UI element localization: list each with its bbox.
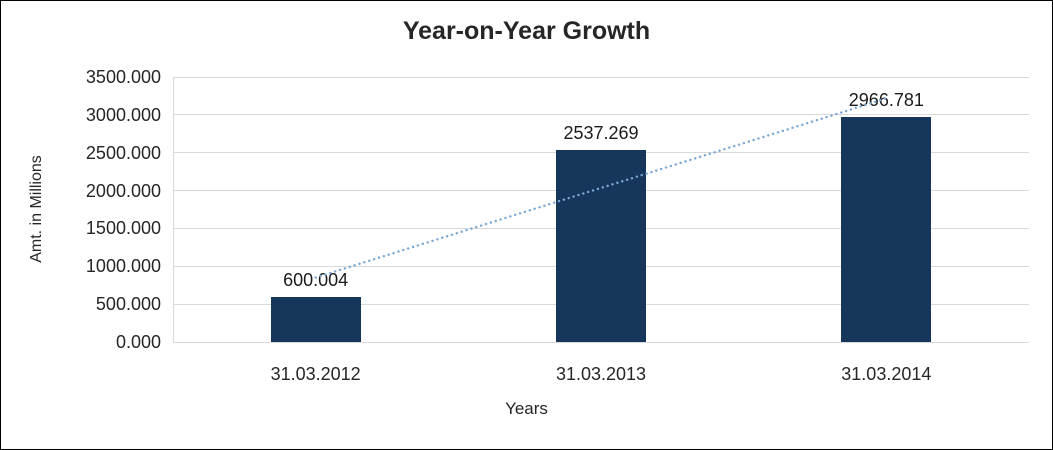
y-axis-line [173,77,174,342]
bar [556,149,646,342]
y-tick-label: 3000.000 [85,104,161,125]
x-tick-label: 31.03.2012 [270,364,361,384]
gridline [173,76,1029,78]
y-tick-label: 3500.000 [85,67,161,87]
bar [841,117,932,342]
y-tick-label: 2500.000 [85,142,161,163]
gridline [173,341,1029,343]
x-tick-label: 31.03.2013 [555,364,647,384]
chart-title: Year-on-Year Growth [402,17,651,45]
y-tick-label: 1500.000 [85,218,161,239]
bar-value-label: 600.004 [283,269,349,290]
bar-value-label: 2537.269 [563,122,639,143]
y-tick-label: 1000.000 [85,256,161,277]
y-tick-label: 2000.000 [85,180,161,201]
gridline [173,114,1029,116]
y-tick-label: 500.000 [95,294,161,315]
x-tick-label: 31.03.2014 [841,364,932,384]
bar-value-label: 2966.781 [848,90,924,111]
bar [270,296,361,342]
y-tick-label: 0.000 [115,332,161,352]
x-axis-title: Years [505,399,548,418]
